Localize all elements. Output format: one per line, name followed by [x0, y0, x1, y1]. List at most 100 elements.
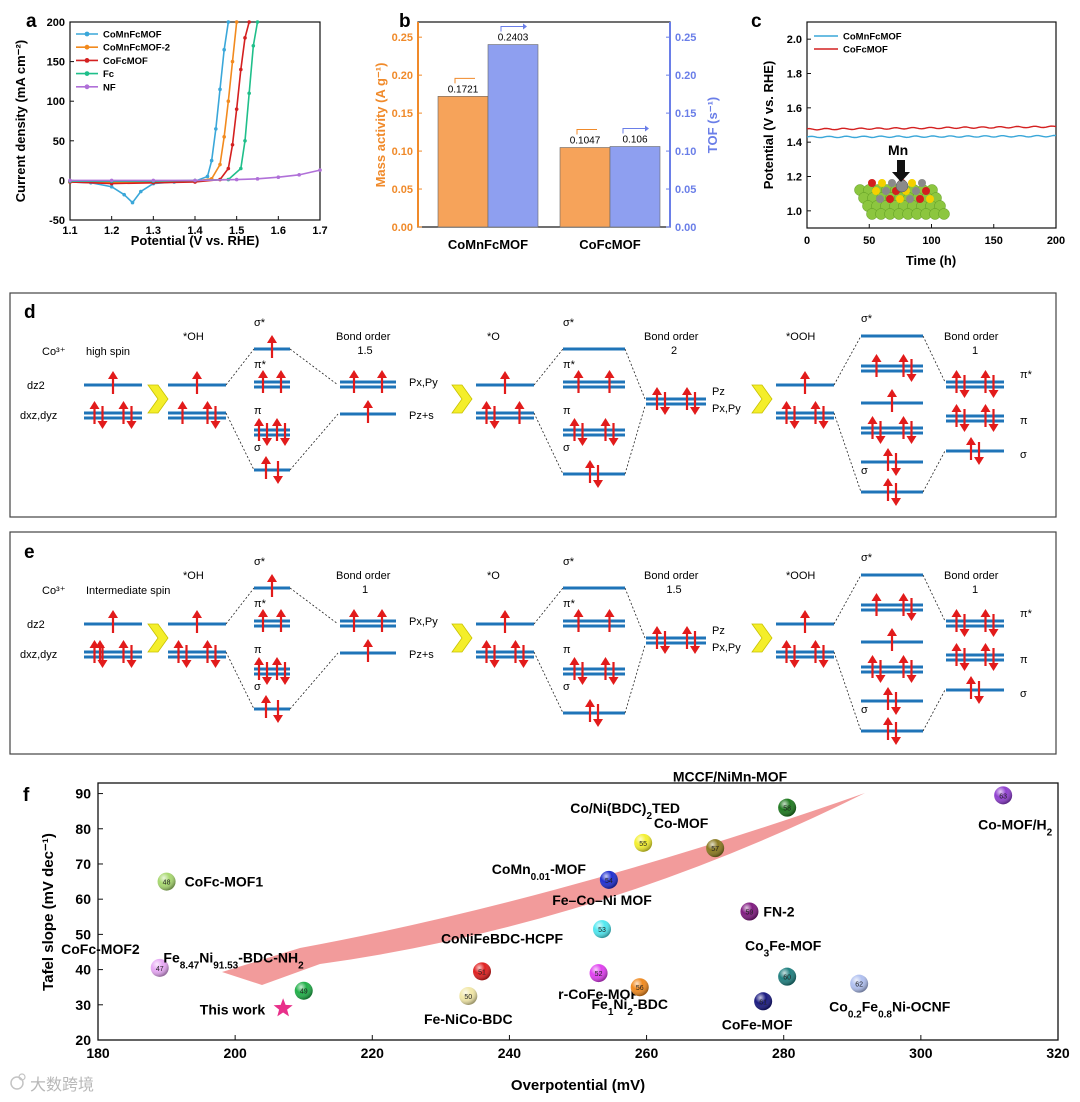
- panel-a-data-point: [122, 192, 126, 197]
- bond-order-title: Bond order: [944, 331, 999, 343]
- spin-down-arrow-head: [262, 438, 272, 446]
- panel-f-ytick-label: 40: [75, 962, 91, 978]
- mo-correlation-dashline: [289, 348, 339, 386]
- spin-up-arrow-head: [573, 370, 584, 378]
- panel-a-data-point: [318, 168, 322, 172]
- panel-f-data-point-shade: [599, 870, 618, 889]
- spin-up-arrow-head: [261, 695, 271, 703]
- spin-up-arrow-head: [951, 370, 962, 378]
- spin-up-arrow-head: [585, 699, 595, 707]
- panel-a-data-point: [243, 139, 247, 143]
- intermediate-label: *O: [487, 331, 500, 343]
- panel-c-inset-atom: [896, 195, 904, 203]
- panel-b-ytick-label-left: 0.20: [392, 70, 413, 82]
- bond-order-value: 1: [972, 584, 978, 596]
- spin-down-arrow-head: [891, 707, 901, 715]
- panel-c-legend-label: CoFcMOF: [843, 45, 888, 56]
- panel-f-data-point-shade: [593, 920, 611, 939]
- spin-up-arrow-head: [267, 335, 277, 343]
- panel-a-data-point: [247, 91, 251, 96]
- panel-b-axis-pointer-arrow: [500, 26, 523, 32]
- panel-letter-a: a: [26, 11, 37, 32]
- spin-up-arrow-head: [500, 610, 510, 618]
- panel-f-data-point-shade: [778, 798, 797, 817]
- panel-b-ytick-label-right: 0.00: [675, 222, 696, 234]
- mo-label-sigma-star: σ*: [563, 317, 575, 329]
- spin-down-arrow-head: [988, 663, 999, 671]
- panel-f-data-point-shade: [754, 992, 773, 1011]
- spin-up-arrow-head: [898, 416, 909, 424]
- panel-c-ytick-label: 1.2: [787, 172, 802, 184]
- panel-d-mo-diagram: Co³⁺ high spin dz2 dxz,dyz *OH σ* π* π σ Bond ord…: [20, 313, 1033, 506]
- spin-up-arrow-head: [781, 640, 792, 648]
- mo-label-pi: π: [254, 405, 262, 417]
- start-ion-label: Co³⁺: [42, 585, 66, 597]
- panel-a-xtick-label: 1.2: [104, 225, 119, 237]
- panel-a-data-point: [239, 166, 243, 171]
- panel-c-inset-atom: [918, 179, 926, 187]
- panel-f-ref-number: 50: [464, 994, 472, 1001]
- spin-up-arrow-head: [272, 418, 282, 426]
- spin-down-arrow-head: [273, 715, 283, 723]
- intermediate-label: *OH: [183, 570, 204, 582]
- panel-f-point-label: CoFc-MOF2: [61, 941, 140, 957]
- p-orbital-label: Px,Py: [409, 377, 438, 389]
- mo-label-sigma: σ: [254, 442, 261, 454]
- orbital-label-dz2: dz2: [27, 380, 45, 392]
- mo-correlation-dashline: [289, 652, 339, 710]
- spin-down-arrow-head: [181, 660, 192, 668]
- spin-up-arrow-head: [883, 448, 893, 456]
- spin-up-arrow-head: [883, 478, 893, 486]
- panel-c-inset-atom: [926, 195, 934, 203]
- panel-a-data-point: [247, 20, 251, 24]
- spin-up-arrow-head: [898, 593, 909, 601]
- panel-a-data-point: [151, 178, 156, 183]
- panel-f-ref-number: 52: [595, 971, 603, 978]
- panel-f-xtick-label: 180: [86, 1045, 110, 1061]
- panel-f-ref-number: 59: [746, 910, 754, 917]
- panel-b-axis-pointer-arrow: [454, 77, 475, 84]
- spin-up-arrow-head: [966, 437, 976, 445]
- panel-c-inset-atom: [916, 195, 924, 203]
- panel-f-point-label: Fe8.47Ni91.53-BDC-NH2: [163, 950, 304, 972]
- spin-up-arrow-head: [510, 640, 521, 648]
- mo-label-sigma: σ: [563, 681, 570, 693]
- right-label-sigma: σ: [1020, 449, 1027, 461]
- spin-up-arrow-head: [481, 640, 492, 648]
- panel-c-inset-atom: [912, 187, 920, 195]
- step-chevron-icon: [751, 623, 773, 653]
- panel-c-xtick-label: 100: [922, 235, 940, 247]
- panel-c-series-line: [806, 134, 1056, 139]
- panel-b-ytick-label-right: 0.05: [675, 184, 696, 196]
- panel-f-xtick-label: 280: [772, 1045, 796, 1061]
- spin-up-arrow-head: [192, 610, 202, 618]
- panel-b-bar: [437, 96, 489, 228]
- spin-up-arrow-head: [573, 609, 584, 617]
- panel-f-point-label: MCCF/NiMn-MOF: [673, 769, 788, 785]
- panel-b-bar-value-label: 0.2403: [498, 33, 529, 44]
- spin-down-arrow-head: [974, 457, 984, 465]
- mo-correlation-dashline: [533, 412, 564, 475]
- panel-a-xlabel: Potential (V vs. RHE): [131, 233, 260, 248]
- panel-c-legend-label: CoMnFcMOF: [843, 32, 902, 43]
- mo-label-pi-star: π*: [563, 359, 576, 371]
- panel-a-data-point: [297, 173, 301, 177]
- spin-up-arrow-head: [363, 400, 373, 408]
- panel-a-ytick-label: 150: [47, 57, 65, 69]
- step-chevron-icon: [451, 384, 473, 414]
- panel-a-data-point: [255, 177, 260, 181]
- spin-up-arrow-head: [898, 655, 909, 663]
- panel-f-point-label: Fe1Ni2-BDC: [591, 996, 667, 1018]
- spin-down-arrow-head: [273, 476, 283, 484]
- panel-c-inset-atom: [878, 179, 886, 187]
- spin-up-arrow-head: [349, 609, 359, 617]
- panel-a-legend-marker: [84, 58, 90, 63]
- panel-f-ref-number: 54: [605, 878, 613, 885]
- mo-correlation-dashline: [624, 348, 646, 400]
- spin-up-arrow-head: [682, 387, 692, 395]
- mo-correlation-dashline: [922, 574, 946, 622]
- panel-a-data-point: [239, 67, 243, 72]
- spin-up-arrow-head: [569, 657, 580, 665]
- panel-a-data-point: [209, 158, 214, 163]
- panel-c-inset-atom: [882, 187, 890, 195]
